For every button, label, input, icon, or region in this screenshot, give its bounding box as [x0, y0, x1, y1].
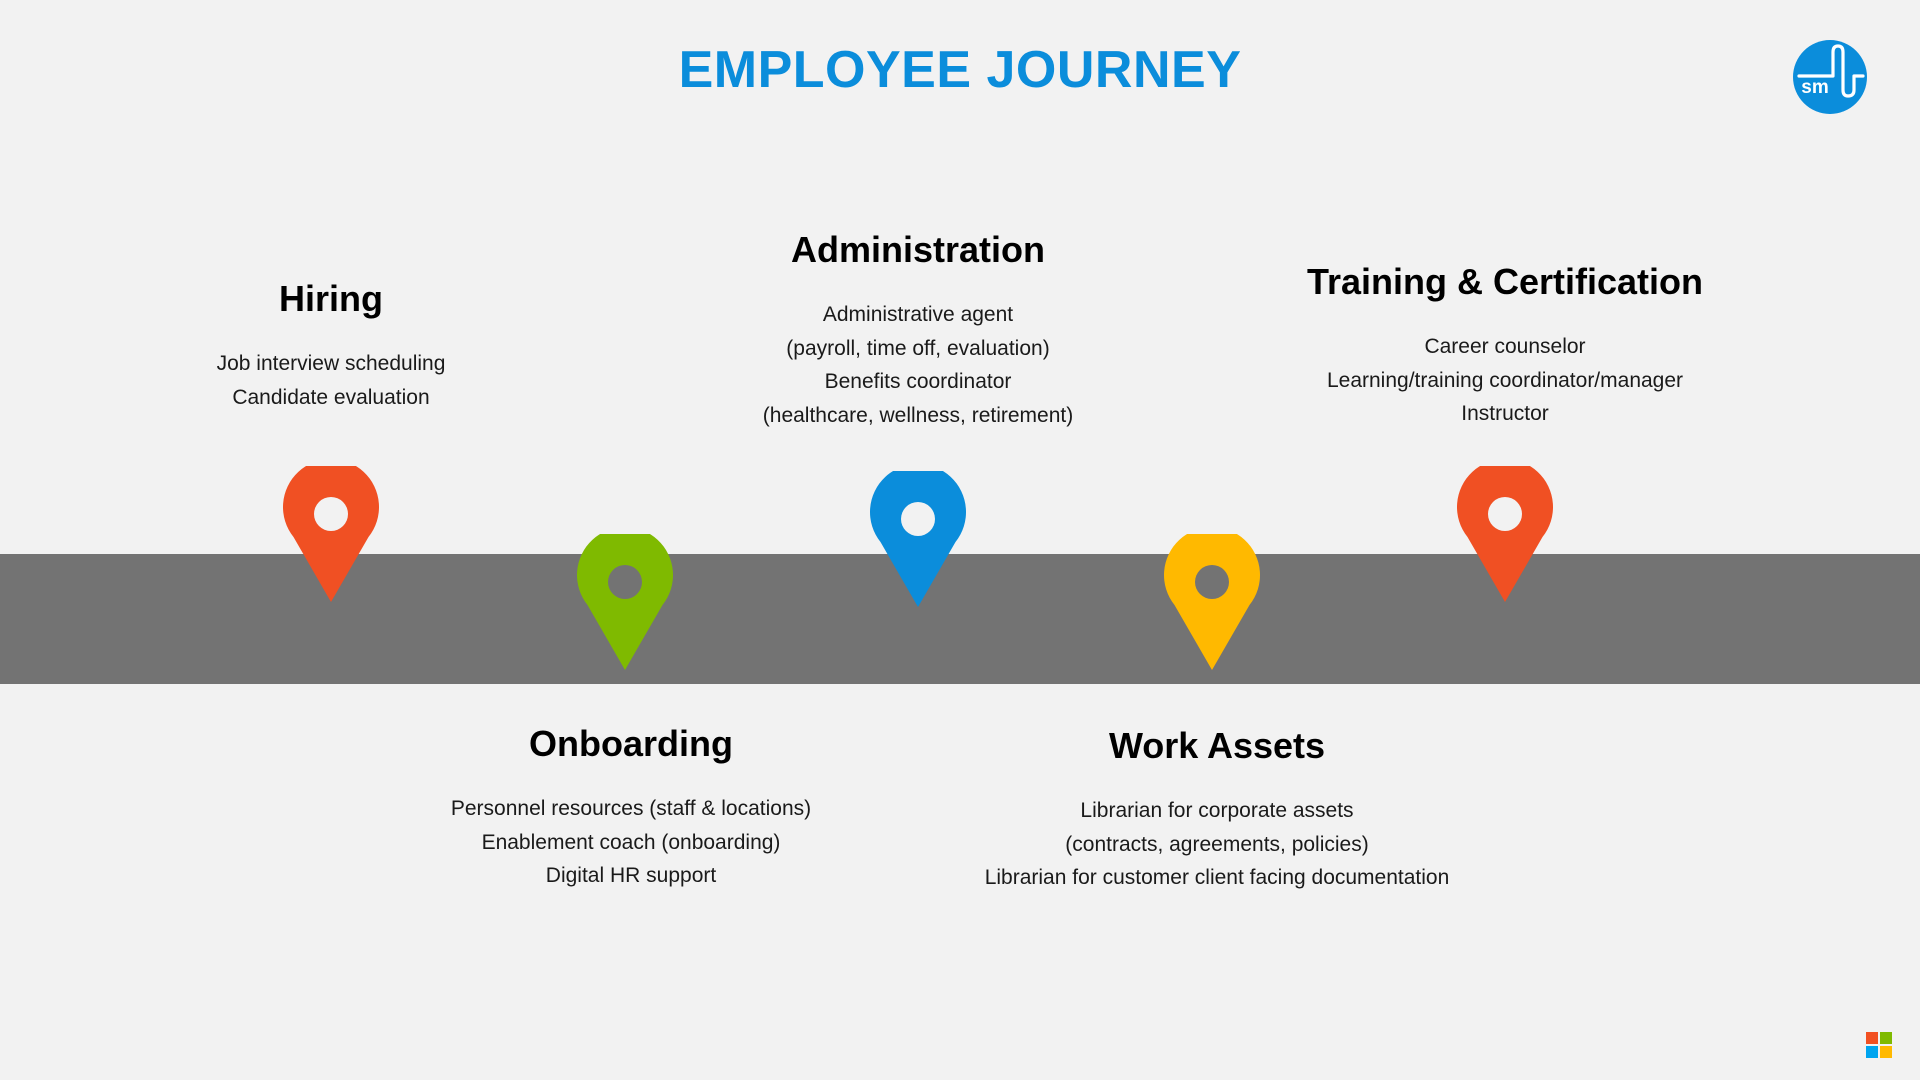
stage-work-assets: Work Assets Librarian for corporate asse…: [937, 724, 1497, 895]
stage-heading: Hiring: [279, 278, 383, 319]
stage-line: Personnel resources (staff & locations): [450, 797, 812, 820]
stage-hiring: Hiring Job interview scheduling Candidat…: [51, 277, 611, 414]
stage-line: Benefits coordinator: [824, 370, 1012, 393]
stage-line: Job interview scheduling: [216, 352, 446, 375]
work-assets-pin-icon: [1164, 534, 1260, 670]
stage-training: Training & Certification Career counselo…: [1225, 260, 1785, 431]
stage-line: Career counselor: [1424, 335, 1586, 358]
stage-heading: Administration: [790, 229, 1045, 270]
stage-heading: Training & Certification: [1306, 261, 1704, 302]
stage-administration: Administration Administrative agent (pay…: [638, 228, 1198, 432]
training-pin-icon: [1457, 466, 1553, 602]
logo-text: sm: [1801, 77, 1828, 98]
administration-pin-icon: [870, 471, 966, 607]
stage-line: Librarian for corporate assets: [1080, 799, 1354, 822]
stage-line: (healthcare, wellness, retirement): [762, 403, 1074, 427]
hiring-pin-icon: [283, 466, 379, 602]
sm-logo-icon: sm: [1793, 40, 1867, 114]
page-title: EMPLOYEE JOURNEY: [678, 41, 1242, 99]
stage-line: Learning/training coordinator/manager: [1326, 368, 1684, 392]
stage-line: (contracts, agreements, policies): [1065, 832, 1369, 856]
microsoft-logo-icon: [1866, 1032, 1892, 1058]
stage-onboarding: Onboarding Personnel resources (staff & …: [351, 722, 911, 893]
stage-line: Candidate evaluation: [232, 385, 430, 409]
stage-line: Librarian for customer client facing doc…: [984, 866, 1450, 889]
onboarding-pin-icon: [577, 534, 673, 670]
stage-heading: Onboarding: [529, 723, 733, 764]
stage-line: Instructor: [1461, 402, 1549, 425]
stage-line: Administrative agent: [822, 303, 1014, 326]
stage-line: Enablement coach (onboarding): [481, 830, 781, 854]
stage-line: Digital HR support: [545, 864, 717, 887]
stage-line: (payroll, time off, evaluation): [786, 336, 1050, 360]
stage-heading: Work Assets: [1108, 725, 1326, 766]
